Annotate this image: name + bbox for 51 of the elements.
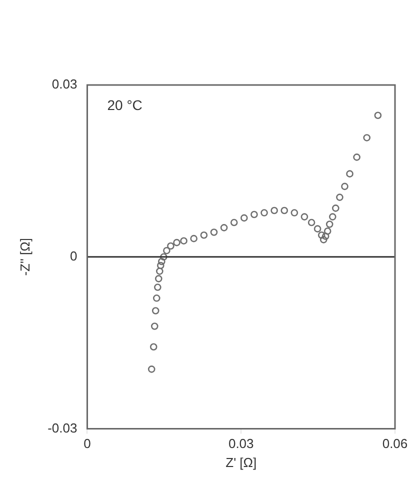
point <box>346 170 354 178</box>
point <box>353 154 360 161</box>
point <box>250 210 258 218</box>
point <box>270 206 278 214</box>
point <box>210 228 218 236</box>
point <box>220 224 228 232</box>
point <box>322 232 330 240</box>
point <box>150 322 158 330</box>
point <box>318 231 326 239</box>
point <box>290 209 298 216</box>
point <box>156 268 164 275</box>
x-axis-title: Z' [Ω] <box>226 454 257 470</box>
x-tick-label: 0.03 <box>228 436 254 452</box>
point <box>326 220 334 228</box>
point <box>320 236 328 244</box>
point <box>341 182 348 190</box>
y-axis-title: -Z'' [Ω] <box>17 238 32 276</box>
y-tick-label: 0 <box>70 248 78 264</box>
point <box>156 262 164 270</box>
point <box>200 231 208 239</box>
point <box>167 242 174 250</box>
point <box>332 204 340 212</box>
point <box>180 237 188 245</box>
point <box>173 238 180 246</box>
point <box>328 213 336 220</box>
y-tick-label: -0.03 <box>48 420 78 436</box>
point <box>158 258 166 266</box>
point <box>300 213 308 220</box>
point <box>260 209 268 216</box>
point <box>154 275 162 282</box>
point <box>152 294 160 302</box>
point <box>230 218 238 226</box>
point <box>163 246 170 254</box>
x-tick-label: 0 <box>84 436 91 452</box>
point <box>154 284 162 291</box>
point <box>308 218 316 226</box>
point <box>190 234 198 242</box>
point <box>148 366 156 373</box>
point <box>160 253 168 261</box>
point <box>374 112 382 120</box>
point <box>363 134 370 142</box>
point <box>314 225 322 232</box>
x-tick-label: 0.06 <box>382 436 408 452</box>
y-tick-label: 0.03 <box>52 76 78 92</box>
annotation: 20 °C <box>107 96 142 113</box>
point <box>240 214 248 222</box>
point <box>336 194 344 201</box>
point <box>324 227 332 235</box>
point <box>152 307 160 314</box>
point <box>280 206 288 214</box>
point <box>150 343 158 351</box>
